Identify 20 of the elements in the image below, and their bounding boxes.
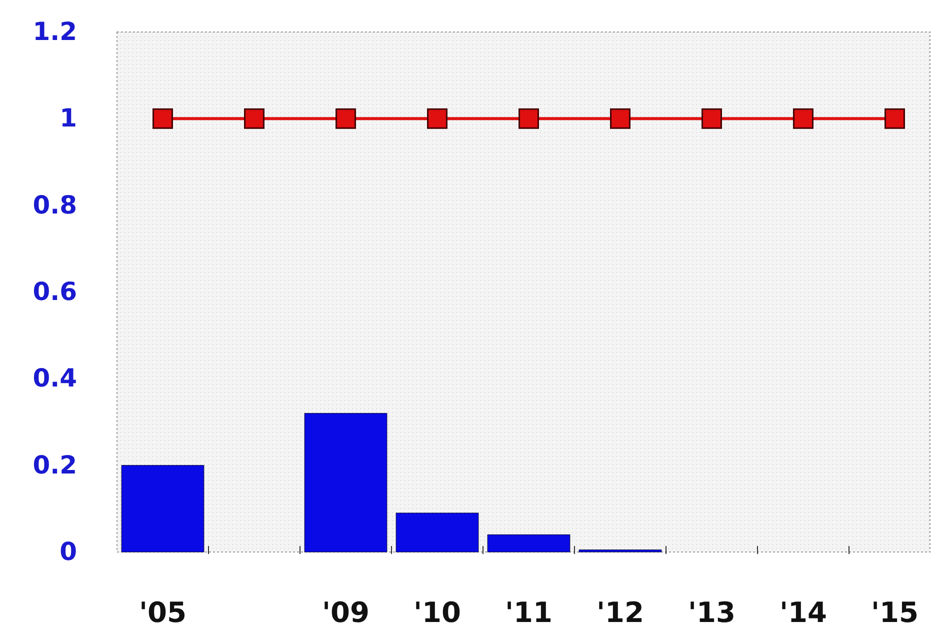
- y-tick-label: 0.6: [32, 277, 77, 306]
- bar: [121, 465, 204, 552]
- x-tick-label: '15: [870, 596, 919, 629]
- x-tick-label: '11: [504, 596, 553, 629]
- x-tick-label: '10: [413, 596, 462, 629]
- x-tick-label: '05: [138, 596, 187, 629]
- bar: [578, 550, 662, 552]
- bar: [487, 534, 570, 552]
- y-tick-label: 0.4: [32, 364, 77, 393]
- x-tick-label: '14: [779, 596, 828, 629]
- x-tick-label: '13: [688, 596, 736, 629]
- y-tick-label: 0.8: [32, 190, 77, 220]
- y-tick-label: 1: [60, 104, 77, 133]
- bar: [396, 512, 479, 552]
- x-tick-label: '09: [322, 596, 370, 629]
- bar: [304, 413, 388, 552]
- y-tick-label: 0.2: [32, 450, 77, 480]
- y-tick-label: 1.2: [32, 17, 77, 46]
- y-tick-label: 0: [60, 537, 77, 566]
- x-tick-label: '12: [596, 596, 644, 629]
